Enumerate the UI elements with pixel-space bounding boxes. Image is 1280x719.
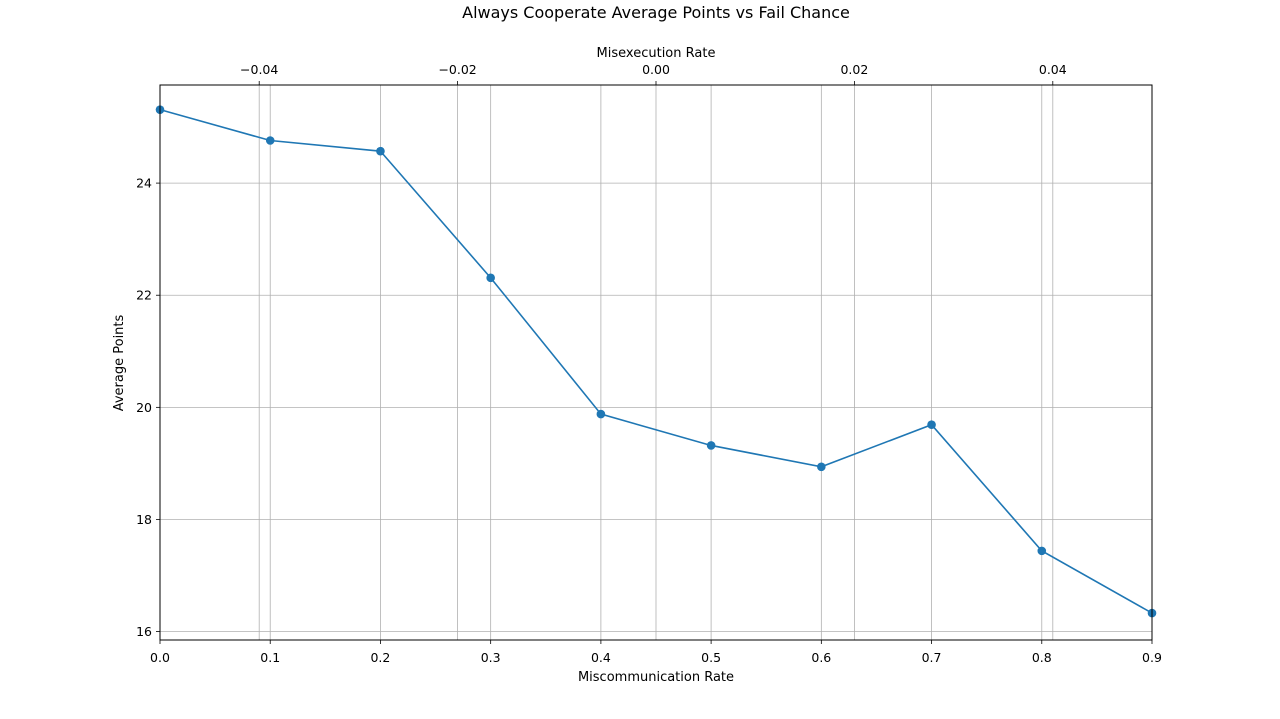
top-axis-label: Misexecution Rate bbox=[597, 46, 716, 61]
chart-title: Always Cooperate Average Points vs Fail … bbox=[462, 3, 850, 22]
data-point bbox=[706, 441, 716, 450]
x-tick-label: 0.7 bbox=[922, 650, 942, 665]
x2-tick-label: 0.00 bbox=[642, 62, 670, 77]
x-tick-label: 0.6 bbox=[811, 650, 831, 665]
x-tick-label: 0.1 bbox=[260, 650, 280, 665]
axis-ticks: 0.0 0.1 0.2 0.3 0.4 0.5 0.6 0.7 0.8 0.9 −0.04 −0.02… bbox=[136, 62, 1162, 665]
y-tick-label: 24 bbox=[136, 176, 152, 191]
x-axis-label: Miscommunication Rate bbox=[578, 670, 734, 685]
x2-tick-label: 0.02 bbox=[840, 62, 868, 77]
series-line bbox=[159, 108, 1153, 614]
y-tick-label: 18 bbox=[136, 512, 152, 527]
x2-tick-label: −0.02 bbox=[438, 62, 476, 77]
data-point bbox=[376, 146, 385, 156]
x-tick-label: 0.5 bbox=[701, 650, 721, 665]
data-point bbox=[927, 420, 936, 430]
data-point bbox=[817, 462, 826, 472]
y-axis-label: Average Points bbox=[112, 314, 127, 411]
x-tick-label: 0.8 bbox=[1032, 650, 1052, 665]
x-tick-label: 0.3 bbox=[481, 650, 501, 665]
data-point bbox=[596, 409, 606, 419]
data-point bbox=[486, 273, 495, 283]
data-point bbox=[265, 136, 275, 145]
data-point bbox=[1037, 546, 1047, 556]
y-tick-label: 16 bbox=[136, 624, 152, 639]
x-tick-label: 0.2 bbox=[370, 650, 390, 665]
y-tick-label: 22 bbox=[136, 288, 152, 303]
x-tick-label: 0.0 bbox=[150, 650, 170, 665]
plot-frame bbox=[159, 84, 1153, 641]
x2-tick-label: −0.04 bbox=[240, 62, 278, 77]
y-tick-label: 20 bbox=[136, 400, 152, 415]
x2-tick-label: 0.04 bbox=[1039, 62, 1067, 77]
x-tick-label: 0.9 bbox=[1142, 650, 1162, 665]
x-tick-label: 0.4 bbox=[591, 650, 611, 665]
grid bbox=[159, 85, 1153, 640]
